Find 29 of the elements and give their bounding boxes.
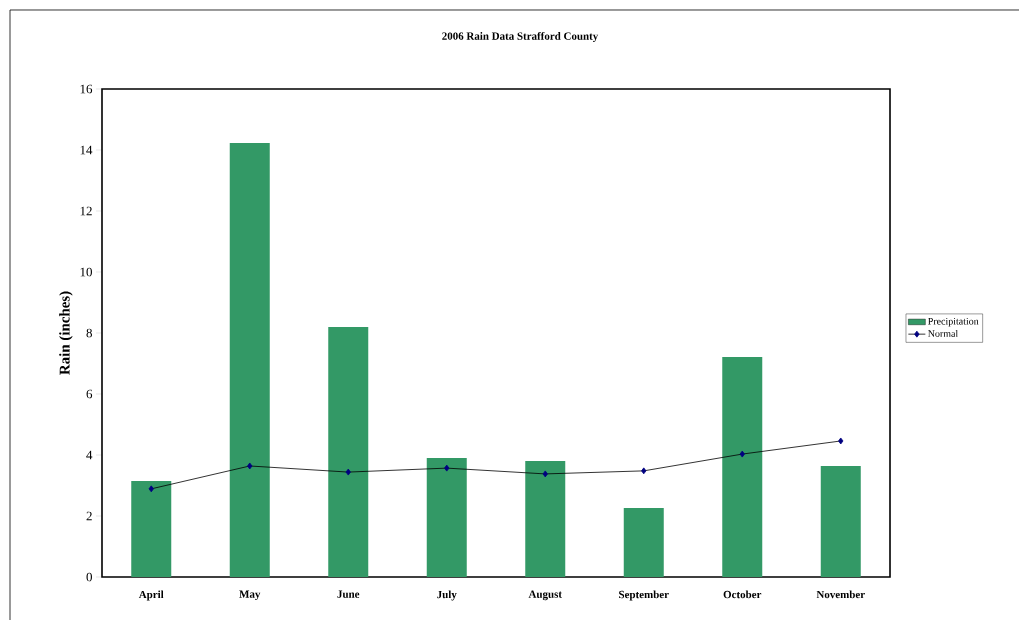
x-tick-label: May — [239, 590, 261, 601]
chart-title: 2006 Rain Data Strafford County — [442, 31, 599, 43]
y-tick-label: 6 — [86, 389, 93, 399]
y-tick-label: 2 — [86, 511, 92, 521]
bar — [820, 465, 861, 577]
bar — [229, 142, 270, 577]
x-tick-label: August — [528, 590, 562, 601]
y-tick-label: 16 — [80, 84, 93, 94]
legend-label: Precipitation — [928, 317, 979, 327]
x-tick-label: April — [138, 590, 164, 601]
bar — [328, 326, 369, 577]
legend-label: Normal — [928, 329, 958, 337]
bar — [131, 480, 172, 577]
x-tick-label: October — [723, 590, 762, 599]
y-tick-label: 4 — [86, 450, 93, 460]
y-axis-title: Rain (inches) — [59, 291, 73, 375]
bar — [623, 508, 664, 577]
y-tick-label: 14 — [80, 145, 93, 155]
x-tick-label: July — [437, 590, 457, 601]
x-tick-label: June — [337, 590, 360, 598]
y-tick-label: 12 — [80, 206, 92, 216]
x-tick-label: September — [619, 590, 669, 601]
x-tick-label: November — [816, 590, 865, 599]
bar — [426, 458, 467, 577]
y-tick-label: 8 — [86, 328, 92, 338]
bar — [525, 461, 566, 577]
y-tick-label: 10 — [80, 267, 92, 277]
y-tick-label: 0 — [86, 572, 92, 582]
bar — [722, 357, 763, 577]
